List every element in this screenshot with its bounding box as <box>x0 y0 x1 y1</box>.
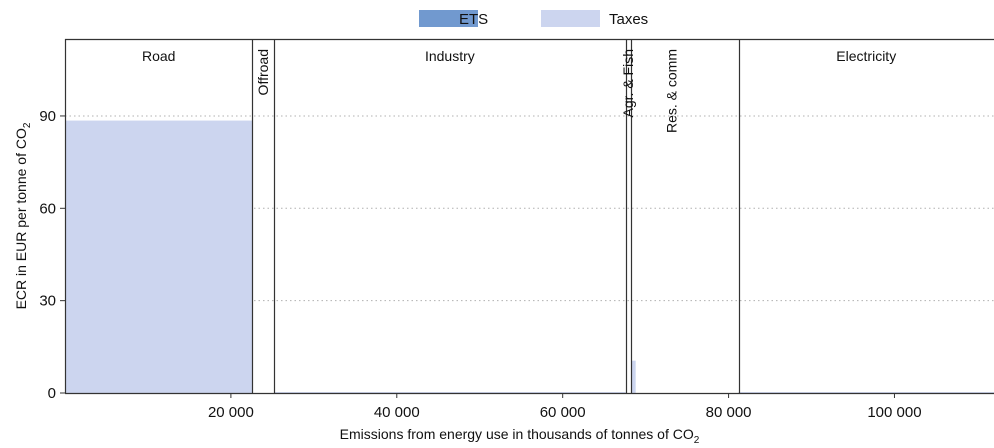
legend-label-ets: ETS <box>459 11 488 28</box>
y-tick-label-0: 0 <box>48 385 56 402</box>
y-tick-label-30: 30 <box>39 293 56 310</box>
sector-label-industry: Industry <box>425 48 475 64</box>
legend: ETS Taxes <box>419 10 648 28</box>
y-axis-title: ECR in EUR per tonne of CO2 <box>13 122 33 309</box>
x-tick-label-60000: 60 000 <box>540 404 586 421</box>
sector-label-agr-fish: Agr. & Fish <box>620 49 636 117</box>
x-axis-title-subscript: 2 <box>694 435 700 443</box>
bar-taxes-3 <box>738 392 994 393</box>
x-axis-ticks: 20 000 40 000 60 000 80 000 100 000 <box>208 393 922 421</box>
y-tick-label-60: 60 <box>39 200 56 217</box>
bars-layer <box>65 120 994 393</box>
y-axis-ticks: 0 30 60 90 <box>39 108 65 402</box>
sector-label-res-comm: Res. & comm <box>664 49 680 133</box>
sector-dividers <box>251 39 741 393</box>
y-tick-label-90: 90 <box>39 108 56 125</box>
x-tick-label-20000: 20 000 <box>208 404 254 421</box>
bar-taxes-1 <box>631 360 636 393</box>
plot-frame <box>64 38 994 395</box>
legend-label-taxes: Taxes <box>609 11 648 28</box>
legend-swatch-ets <box>419 10 478 27</box>
sector-label-road: Road <box>142 48 175 64</box>
bar-taxes-0 <box>65 120 253 393</box>
y-axis-title-subscript: 2 <box>22 122 33 128</box>
sector-label-offroad: Offroad <box>255 49 271 95</box>
sector-labels: Road Offroad Industry Agr. & Fish Res. & com… <box>142 48 896 133</box>
x-tick-label-100000: 100 000 <box>867 404 921 421</box>
bar-taxes-2 <box>274 392 626 393</box>
sector-label-electricity: Electricity <box>836 48 896 64</box>
x-tick-label-40000: 40 000 <box>374 404 420 421</box>
x-tick-label-80000: 80 000 <box>706 404 752 421</box>
grid-lines <box>65 115 994 302</box>
legend-swatch-taxes <box>541 10 600 27</box>
x-axis-title: Emissions from energy use in thousands o… <box>340 426 700 443</box>
